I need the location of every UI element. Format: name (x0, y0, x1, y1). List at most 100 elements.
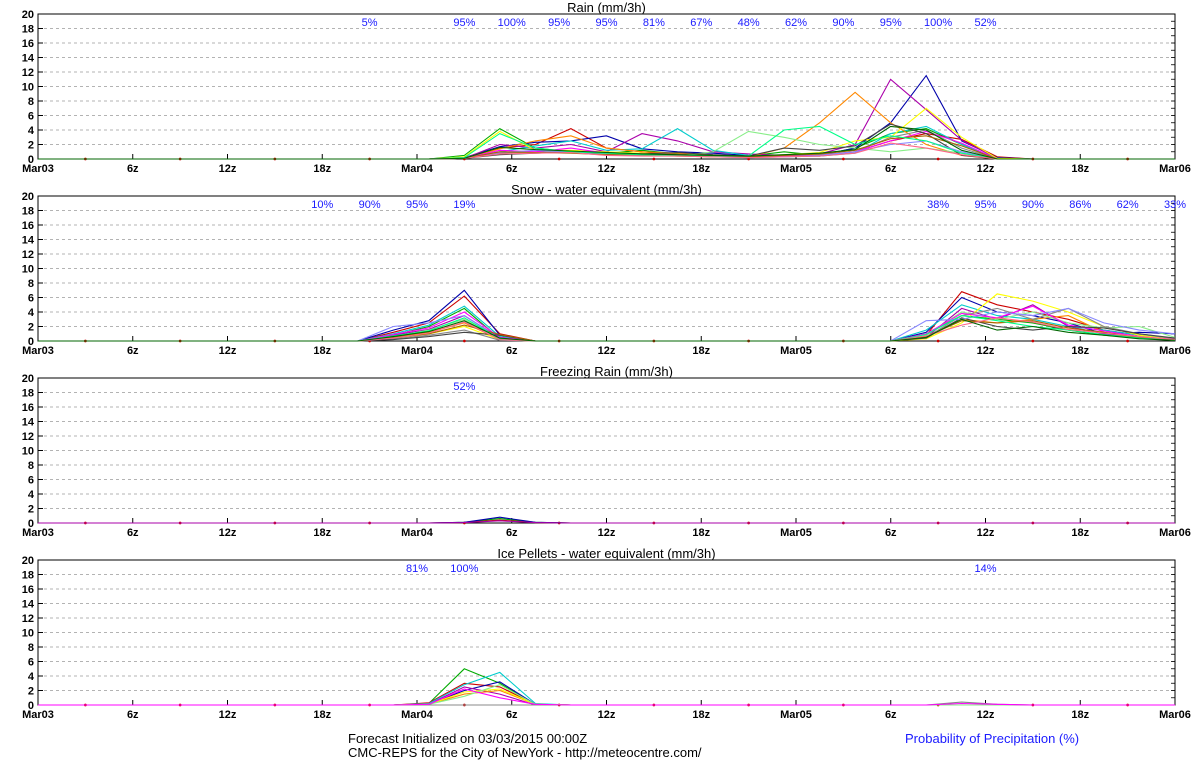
baseline-dot (1126, 339, 1130, 343)
baseline-dot (936, 157, 940, 161)
probability-label: 67% (690, 17, 712, 29)
probability-label: 90% (1022, 199, 1044, 211)
y-tick-label: 20 (22, 373, 34, 385)
probability-label: 62% (785, 17, 807, 29)
probability-label: 38% (927, 199, 949, 211)
member-series-line (38, 74, 1175, 160)
member-series-line (38, 318, 1175, 342)
probability-label: 86% (1069, 199, 1091, 211)
y-tick-label: 16 (22, 38, 34, 50)
probability-label: 5% (362, 17, 378, 29)
probability-label: 95% (880, 17, 902, 29)
y-tick-label: 10 (22, 628, 34, 640)
x-tick-label: 6z (885, 345, 897, 357)
probability-label: 81% (643, 17, 665, 29)
x-tick-label: Mar06 (1159, 345, 1191, 357)
baseline-dot (557, 157, 561, 161)
member-series-line (38, 668, 1175, 706)
x-tick-label: Mar03 (22, 709, 54, 721)
y-tick-label: 8 (28, 642, 34, 654)
x-tick-label: 18z (1071, 345, 1089, 357)
x-tick-label: 12z (598, 163, 616, 175)
x-tick-label: 18z (313, 709, 331, 721)
x-tick-label: 6z (127, 527, 139, 539)
y-tick-label: 8 (28, 460, 34, 472)
panel-1: Snow - water equivalent (mm/3h) 0 2 4 6 8 10 12… (22, 182, 1191, 357)
x-tick-label: 12z (977, 163, 995, 175)
x-tick-label: 18z (692, 527, 710, 539)
y-tick-label: 20 (22, 555, 34, 567)
panel-3: Ice Pellets - water equivalent (mm/3h) 0 2… (22, 546, 1191, 721)
baseline-dot (652, 157, 656, 161)
panel-title: Snow - water equivalent (mm/3h) (511, 182, 702, 197)
y-tick-label: 14 (22, 417, 35, 429)
x-tick-label: Mar03 (22, 527, 54, 539)
x-tick-label: Mar06 (1159, 527, 1191, 539)
x-tick-label: Mar04 (401, 527, 434, 539)
x-tick-label: 18z (692, 345, 710, 357)
y-tick-label: 6 (28, 475, 34, 487)
y-tick-label: 8 (28, 278, 34, 290)
x-tick-label: 6z (127, 163, 139, 175)
x-tick-label: Mar04 (401, 345, 434, 357)
y-tick-label: 12 (22, 67, 34, 79)
x-tick-label: 18z (313, 527, 331, 539)
y-tick-label: 20 (22, 191, 34, 203)
x-tick-label: 12z (219, 163, 237, 175)
probability-legend: Probability of Precipitation (%) (905, 731, 1080, 746)
probability-label: 52% (974, 17, 996, 29)
y-tick-label: 4 (28, 125, 35, 137)
baseline-dot (936, 339, 940, 343)
member-series-line (38, 91, 1175, 160)
member-series-line (38, 305, 1175, 342)
y-tick-label: 18 (22, 388, 34, 400)
x-tick-label: Mar04 (401, 709, 434, 721)
probability-label: 90% (359, 199, 381, 211)
probability-label: 100% (924, 17, 952, 29)
x-tick-label: 12z (598, 527, 616, 539)
probability-label: 52% (453, 381, 475, 393)
y-tick-label: 0 (28, 154, 34, 166)
x-tick-label: 12z (598, 345, 616, 357)
y-tick-label: 6 (28, 111, 34, 123)
y-tick-label: 12 (22, 431, 34, 443)
y-tick-label: 0 (28, 336, 34, 348)
x-tick-label: 6z (127, 345, 139, 357)
x-tick-label: 6z (506, 345, 518, 357)
x-tick-label: Mar05 (780, 709, 812, 721)
probability-label: 19% (453, 199, 475, 211)
probability-label: 95% (453, 17, 475, 29)
member-series-line (38, 107, 1175, 160)
probability-label: 33% (1164, 199, 1186, 211)
x-tick-label: Mar06 (1159, 709, 1191, 721)
probability-label: 81% (406, 563, 428, 575)
panel-0: Rain (mm/3h) 0 2 4 6 8 10 12 14 16 18 20 Mar03 6z 12z 1… (22, 0, 1191, 175)
member-series-line (38, 688, 1175, 706)
probability-label: 48% (738, 17, 760, 29)
panel-title: Freezing Rain (mm/3h) (540, 364, 673, 379)
probability-label: 95% (974, 199, 996, 211)
y-tick-label: 12 (22, 249, 34, 261)
x-tick-label: 18z (313, 163, 331, 175)
x-tick-label: 6z (506, 527, 518, 539)
x-tick-label: Mar05 (780, 527, 812, 539)
x-tick-label: Mar03 (22, 345, 54, 357)
panel-title: Ice Pellets - water equivalent (mm/3h) (497, 546, 715, 561)
x-tick-label: 12z (977, 709, 995, 721)
y-tick-label: 2 (28, 504, 34, 516)
y-tick-label: 18 (22, 24, 34, 36)
y-tick-label: 6 (28, 293, 34, 305)
x-tick-label: Mar05 (780, 163, 812, 175)
y-tick-label: 6 (28, 657, 34, 669)
precip-meteogram: Rain (mm/3h) 0 2 4 6 8 10 12 14 16 18 20 Mar03 6z 12z 1… (22, 0, 1191, 721)
x-tick-label: 6z (506, 709, 518, 721)
x-tick-label: 18z (313, 345, 331, 357)
y-tick-label: 16 (22, 584, 34, 596)
y-tick-label: 14 (22, 235, 35, 247)
probability-label: 10% (311, 199, 333, 211)
probability-label: 100% (450, 563, 478, 575)
x-tick-label: Mar04 (401, 163, 434, 175)
y-tick-label: 10 (22, 264, 34, 276)
baseline-dot (462, 339, 466, 343)
panel-title: Rain (mm/3h) (567, 0, 646, 15)
